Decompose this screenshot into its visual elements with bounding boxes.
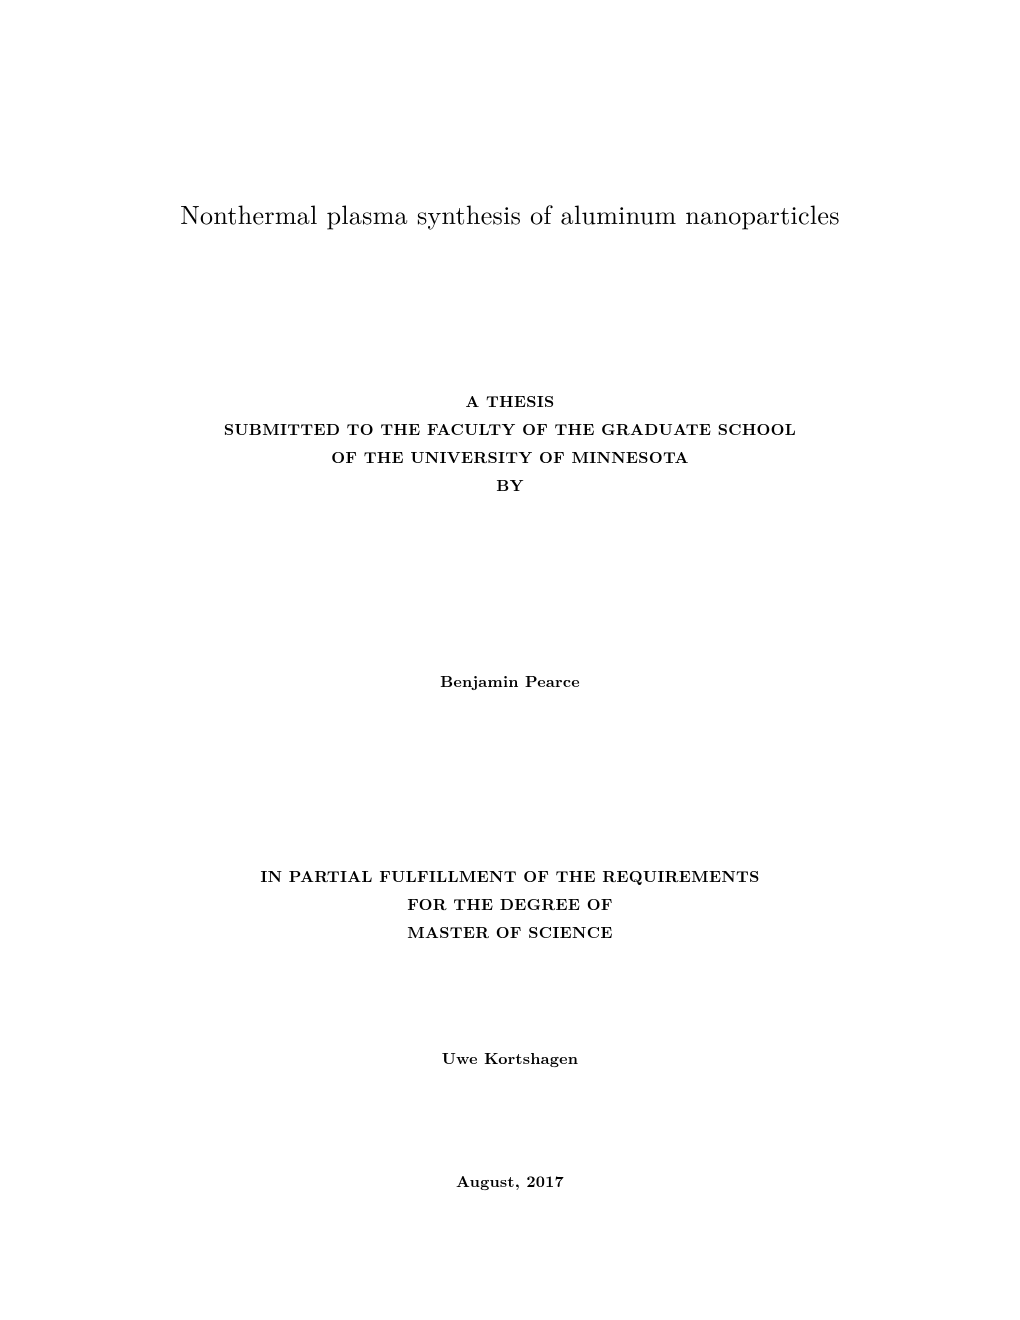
submission-line-1: A THESIS: [155, 387, 865, 415]
submission-line-4: BY: [155, 471, 865, 499]
fulfillment-block: IN PARTIAL FULFILLMENT OF THE REQUIREMEN…: [155, 862, 865, 946]
thesis-title: Nonthermal plasma synthesis of aluminum …: [155, 195, 865, 232]
submission-line-3: OF THE UNIVERSITY OF MINNESOTA: [155, 443, 865, 471]
submission-block: A THESIS SUBMITTED TO THE FACULTY OF THE…: [155, 387, 865, 499]
thesis-date: August, 2017: [155, 1169, 865, 1192]
fulfillment-line-3: MASTER OF SCIENCE: [155, 918, 865, 946]
fulfillment-line-2: FOR THE DEGREE OF: [155, 890, 865, 918]
author-name: Benjamin Pearce: [155, 669, 865, 692]
fulfillment-line-1: IN PARTIAL FULFILLMENT OF THE REQUIREMEN…: [155, 862, 865, 890]
submission-line-2: SUBMITTED TO THE FACULTY OF THE GRADUATE…: [155, 415, 865, 443]
advisor-name: Uwe Kortshagen: [155, 1046, 865, 1069]
thesis-title-page: Nonthermal plasma synthesis of aluminum …: [0, 0, 1020, 1320]
